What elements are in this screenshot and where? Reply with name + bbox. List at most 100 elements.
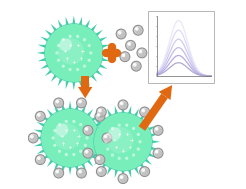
Polygon shape: [101, 51, 111, 55]
Circle shape: [120, 52, 130, 62]
Circle shape: [45, 24, 103, 82]
Polygon shape: [93, 122, 104, 128]
Circle shape: [96, 107, 107, 117]
Circle shape: [104, 135, 108, 139]
Circle shape: [97, 113, 100, 117]
Polygon shape: [37, 51, 47, 55]
Circle shape: [127, 42, 131, 46]
Circle shape: [88, 59, 91, 62]
Circle shape: [123, 54, 124, 56]
Polygon shape: [84, 76, 90, 86]
Circle shape: [41, 109, 99, 167]
Circle shape: [131, 61, 141, 71]
Circle shape: [38, 157, 40, 159]
Circle shape: [30, 135, 38, 142]
Circle shape: [84, 129, 87, 132]
Circle shape: [99, 109, 101, 111]
Circle shape: [135, 27, 142, 35]
Polygon shape: [150, 140, 160, 144]
Circle shape: [65, 120, 68, 123]
Polygon shape: [37, 122, 47, 128]
Circle shape: [137, 147, 140, 151]
Circle shape: [133, 63, 141, 70]
Circle shape: [116, 29, 126, 39]
Circle shape: [56, 170, 58, 172]
Polygon shape: [139, 94, 168, 131]
Circle shape: [95, 111, 105, 121]
Circle shape: [28, 133, 38, 143]
Circle shape: [78, 100, 86, 107]
Polygon shape: [58, 76, 64, 86]
Polygon shape: [68, 165, 72, 175]
Polygon shape: [143, 119, 152, 126]
Circle shape: [106, 133, 109, 136]
Circle shape: [97, 156, 100, 160]
Polygon shape: [86, 140, 96, 144]
Circle shape: [54, 123, 80, 150]
Circle shape: [28, 133, 38, 143]
Polygon shape: [85, 109, 93, 118]
Circle shape: [102, 133, 112, 143]
Circle shape: [78, 100, 82, 103]
FancyBboxPatch shape: [148, 11, 214, 83]
Polygon shape: [94, 68, 103, 76]
Circle shape: [139, 166, 150, 177]
Circle shape: [102, 133, 112, 143]
Polygon shape: [89, 24, 97, 33]
Circle shape: [118, 174, 128, 184]
Circle shape: [142, 169, 144, 171]
Polygon shape: [149, 133, 159, 138]
Polygon shape: [90, 115, 99, 123]
Circle shape: [51, 136, 55, 140]
Circle shape: [97, 157, 104, 164]
Circle shape: [141, 168, 145, 172]
Circle shape: [54, 168, 64, 178]
Circle shape: [120, 175, 123, 179]
Polygon shape: [121, 169, 125, 179]
Polygon shape: [149, 146, 159, 150]
Circle shape: [128, 42, 135, 50]
Circle shape: [135, 27, 138, 31]
Circle shape: [85, 127, 92, 135]
Circle shape: [111, 153, 114, 157]
Circle shape: [31, 136, 32, 137]
Circle shape: [138, 140, 142, 143]
Circle shape: [62, 65, 65, 68]
Circle shape: [77, 168, 86, 178]
Polygon shape: [127, 105, 131, 116]
Circle shape: [58, 38, 84, 65]
Circle shape: [85, 150, 89, 154]
Circle shape: [55, 170, 59, 174]
Polygon shape: [40, 63, 50, 69]
Circle shape: [83, 148, 93, 158]
Polygon shape: [143, 157, 152, 165]
Polygon shape: [121, 105, 125, 115]
Polygon shape: [138, 162, 146, 171]
Polygon shape: [138, 113, 146, 122]
Circle shape: [155, 150, 162, 158]
Circle shape: [153, 125, 163, 135]
Circle shape: [76, 168, 87, 178]
Circle shape: [128, 43, 130, 45]
Polygon shape: [115, 168, 119, 178]
Polygon shape: [100, 162, 108, 171]
Polygon shape: [62, 102, 66, 112]
Circle shape: [137, 133, 140, 136]
Polygon shape: [78, 17, 82, 27]
Circle shape: [94, 112, 152, 171]
Circle shape: [55, 51, 59, 55]
Circle shape: [142, 109, 149, 116]
Circle shape: [97, 114, 99, 116]
Circle shape: [56, 170, 63, 177]
Circle shape: [37, 113, 41, 117]
Circle shape: [88, 44, 91, 47]
Circle shape: [111, 127, 114, 130]
Circle shape: [83, 148, 93, 158]
Circle shape: [62, 38, 65, 41]
Polygon shape: [37, 148, 47, 154]
Circle shape: [72, 153, 76, 156]
Polygon shape: [33, 136, 43, 140]
Polygon shape: [94, 30, 103, 38]
Circle shape: [96, 107, 106, 117]
Circle shape: [65, 153, 68, 156]
